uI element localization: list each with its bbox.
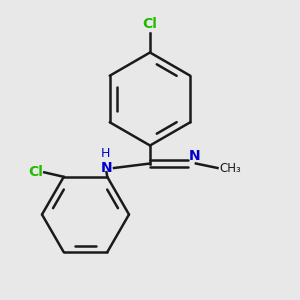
Text: Cl: Cl	[28, 165, 43, 179]
Text: CH₃: CH₃	[219, 161, 241, 175]
Text: H: H	[100, 147, 110, 160]
Text: N: N	[101, 161, 112, 175]
Text: N: N	[189, 148, 201, 163]
Text: Cl: Cl	[142, 16, 158, 31]
